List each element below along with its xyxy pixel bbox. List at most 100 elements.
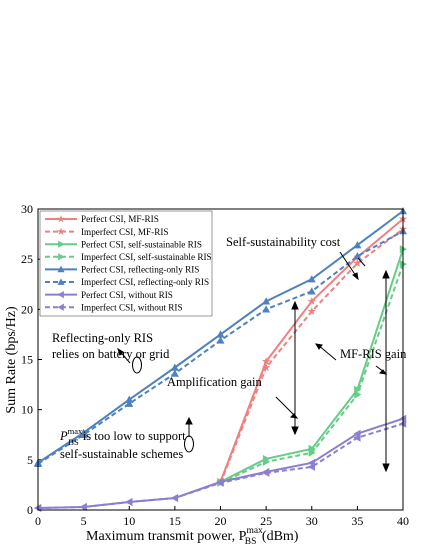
legend-entry-label: Perfect CSI, MF-RIS [81,214,159,224]
data-point-marker [216,330,225,338]
amplification-arrow [275,396,296,417]
annotation-amplification-gain: Amplification gain [167,375,263,389]
annotation-too-low-line1: Pmax BS is too low to support [59,426,186,447]
legend-swatch-marker [58,240,65,248]
x-tick-label: 25 [260,514,272,528]
annotation-too-low-line2: self-sustainable schemes [60,447,183,461]
data-point-marker [307,306,316,315]
data-point-marker [125,497,133,506]
axis-ticks-layer: 0 5 10 15 20 25 30 35 40 0 5 10 15 20 25 30 [21,202,409,528]
legend: Perfect CSI, MF-RIS Imperfect CSI, MF-RIS… [39,210,213,317]
data-point-marker [307,462,315,471]
reflecting-only-ellipse [132,356,142,374]
legend-swatch-marker [57,278,65,285]
data-point-marker [125,395,134,403]
mf-gain-arrow-right-head [378,369,388,375]
self-sustain-arrowhead [352,272,359,281]
data-point-marker [354,390,362,399]
x-axis-title-unit: (dBm) [258,529,298,544]
data-point-marker [262,468,270,477]
legend-entry-label: Imperfect CSI, self-sustainable RIS [81,252,212,262]
data-point-marker [262,305,271,313]
legend-entry-label: Perfect CSI, self-sustainable RIS [81,239,202,249]
x-tick-label: 30 [306,514,318,528]
x-tick-label: 40 [397,514,409,528]
mf-gain-arrow-left [317,344,337,361]
legend-entry-label: Perfect CSI, without RIS [81,290,173,300]
data-point-marker [307,275,316,283]
plot-frame [37,208,404,511]
legend-entry-label: Imperfect CSI, reflecting-only RIS [81,277,209,287]
legend-swatch-marker [57,303,64,311]
annotation-reflecting-only-line1: Reflecting-only RIS [52,331,153,345]
annotation-too-low-p: P [59,429,68,443]
data-point-marker [170,369,179,377]
data-point-marker [353,433,361,442]
legend-entry-label: Imperfect CSI, without RIS [81,302,183,312]
annotations-layer: Self-sustainability cost Reflecting-only… [52,235,407,461]
x-tick-label: 15 [169,514,181,528]
y-tick-label: 25 [21,252,33,266]
data-point-marker [262,297,271,305]
data-point-marker [261,357,271,366]
x-axis-title: Maximum transmit power, Pmax BS (dBm) [86,526,299,546]
data-point-marker [216,336,225,344]
data-point-marker [308,448,316,457]
mf-gain-bar-top-head [382,269,390,279]
amplification-bar-bottom-head [291,426,299,436]
self-sustain-arrow [339,251,357,277]
data-point-marker [79,430,88,438]
y-axis-title: Sum Rate (bps/Hz) [4,306,19,414]
data-point-marker [353,258,362,267]
legend-swatch-marker [57,265,65,273]
x-axis-title-sup: max [246,526,263,536]
data-point-marker [125,399,134,407]
y-tick-label: 30 [21,202,33,216]
x-tick-label: 5 [81,514,87,528]
y-tick-label: 0 [27,503,33,517]
reflecting-only-arrowhead [117,347,124,356]
too-low-arrowhead [185,416,193,425]
y-tick-label: 5 [27,453,33,467]
data-point-marker [261,363,271,372]
self-sustain-arrow-2 [357,257,366,267]
x-tick-label: 0 [35,514,41,528]
y-tick-label: 15 [21,353,33,367]
x-tick-label: 35 [351,514,363,528]
annotation-arrows [117,251,390,473]
data-point-marker [170,493,179,502]
annotation-self-sustainability-cost: Self-sustainability cost [226,235,341,249]
legend-box [39,210,213,317]
data-point-marker [307,296,316,305]
mf-gain-bar-bottom-head [382,463,390,473]
data-point-marker [262,457,271,466]
annotation-too-low-sup: max [68,426,83,436]
data-point-marker [354,385,362,394]
x-tick-label: 10 [123,514,135,528]
legend-swatch-marker [58,253,65,261]
x-tick-label: 20 [215,514,227,528]
data-point-marker [79,502,87,511]
x-axis-title-text: Maximum transmit power, P [86,529,247,544]
y-tick-label: 20 [21,302,33,316]
data-point-marker [353,252,362,260]
legend-swatch-marker [57,215,65,223]
amplification-arrowhead [289,413,299,419]
series-layer [34,207,408,512]
x-axis-title-sub: BS [245,537,257,546]
annotation-too-low-text: is too low to support [80,429,186,443]
amplification-bar-top-head [291,300,299,310]
data-point-marker [170,363,179,371]
data-point-marker [353,241,362,249]
annotation-too-low-sub: BS [68,437,79,447]
annotation-mf-ris-gain: MF-RIS gain [340,347,407,361]
too-low-ellipse [184,435,194,453]
legend-entry-label: Perfect CSI, reflecting-only RIS [81,265,199,275]
annotation-reflecting-only-line2: relies on battery or grid [52,347,170,361]
mf-gain-arrow-left-head [315,343,323,350]
data-point-marker [307,287,316,295]
y-tick-label: 10 [21,403,33,417]
legend-swatch-marker [57,291,64,299]
legend-entry-label: Imperfect CSI, MF-RIS [81,227,169,237]
